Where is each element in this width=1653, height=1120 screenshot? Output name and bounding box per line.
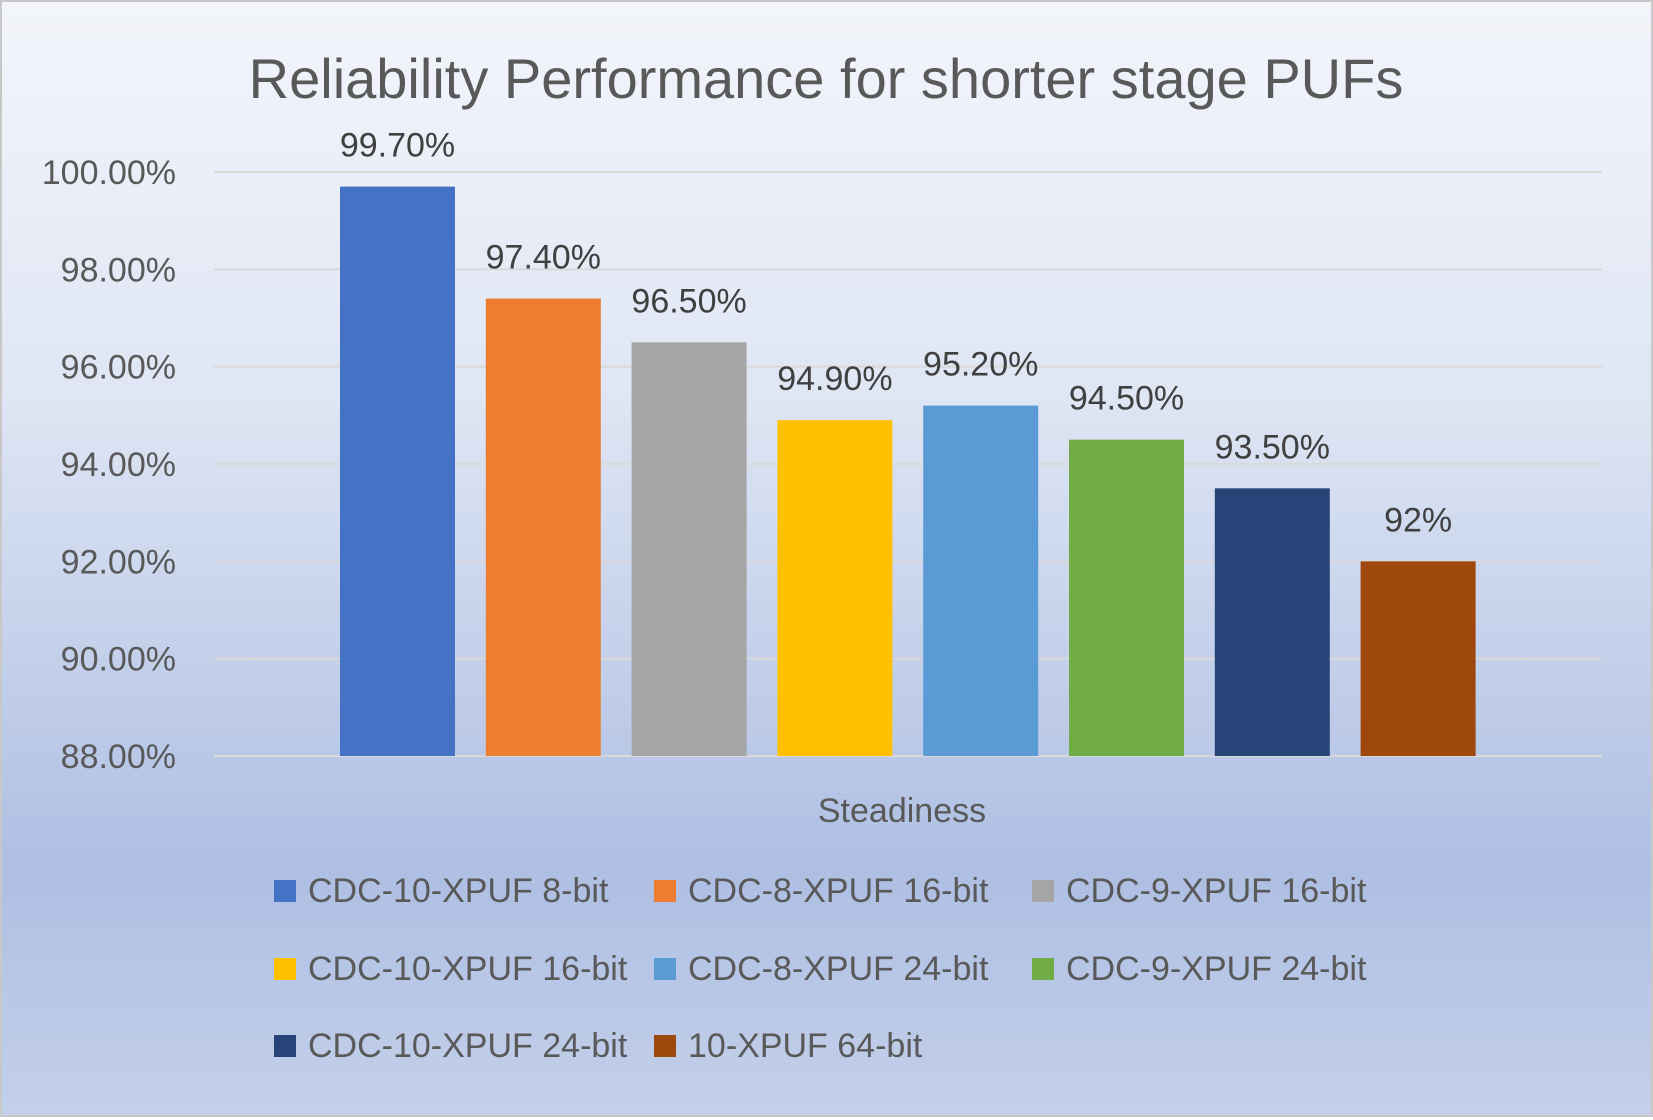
data-label: 95.20% xyxy=(923,346,1038,384)
y-tick-label: 90.00% xyxy=(61,641,176,679)
y-tick-label: 88.00% xyxy=(61,738,176,776)
legend-entry: CDC-9-XPUF 16-bit xyxy=(1066,872,1367,910)
legend-swatch xyxy=(654,880,676,902)
legend-swatch xyxy=(1032,880,1054,902)
legend-entry: CDC-10-XPUF 8-bit xyxy=(308,872,609,910)
data-label: 94.90% xyxy=(777,360,892,398)
legend-swatch xyxy=(654,1035,676,1057)
legend-entry: CDC-9-XPUF 24-bit xyxy=(1066,950,1367,988)
bar xyxy=(485,298,601,756)
legend-swatch xyxy=(274,1035,296,1057)
data-label: 94.50% xyxy=(1069,380,1184,418)
legend-entry: CDC-8-XPUF 24-bit xyxy=(688,950,989,988)
legend-swatch xyxy=(274,958,296,980)
data-label: 93.50% xyxy=(1215,428,1330,466)
bar xyxy=(923,405,1039,756)
bar xyxy=(1360,561,1476,756)
data-label: 99.70% xyxy=(340,127,455,165)
bar xyxy=(1214,488,1330,756)
y-tick-label: 100.00% xyxy=(42,154,176,192)
legend-entry: CDC-10-XPUF 24-bit xyxy=(308,1027,628,1065)
legend-swatch xyxy=(1032,958,1054,980)
y-tick-label: 92.00% xyxy=(61,543,176,581)
bar xyxy=(777,420,893,756)
data-label: 97.40% xyxy=(486,239,601,277)
legend-entry: CDC-8-XPUF 16-bit xyxy=(688,872,989,910)
x-axis-label: Steadiness xyxy=(818,792,986,830)
bar xyxy=(1069,439,1184,756)
legend-swatch xyxy=(654,958,676,980)
y-tick-label: 98.00% xyxy=(61,251,176,289)
legend-entry: 10-XPUF 64-bit xyxy=(688,1027,923,1065)
y-tick-label: 94.00% xyxy=(61,446,176,484)
data-label: 92% xyxy=(1384,501,1452,539)
y-tick-label: 96.00% xyxy=(61,349,176,387)
data-label: 96.50% xyxy=(631,282,746,320)
legend-swatch xyxy=(274,880,296,902)
bar xyxy=(340,186,455,757)
bar xyxy=(631,342,747,756)
chart-title: Reliability Performance for shorter stag… xyxy=(249,47,1404,110)
legend-entry: CDC-10-XPUF 16-bit xyxy=(308,950,628,988)
